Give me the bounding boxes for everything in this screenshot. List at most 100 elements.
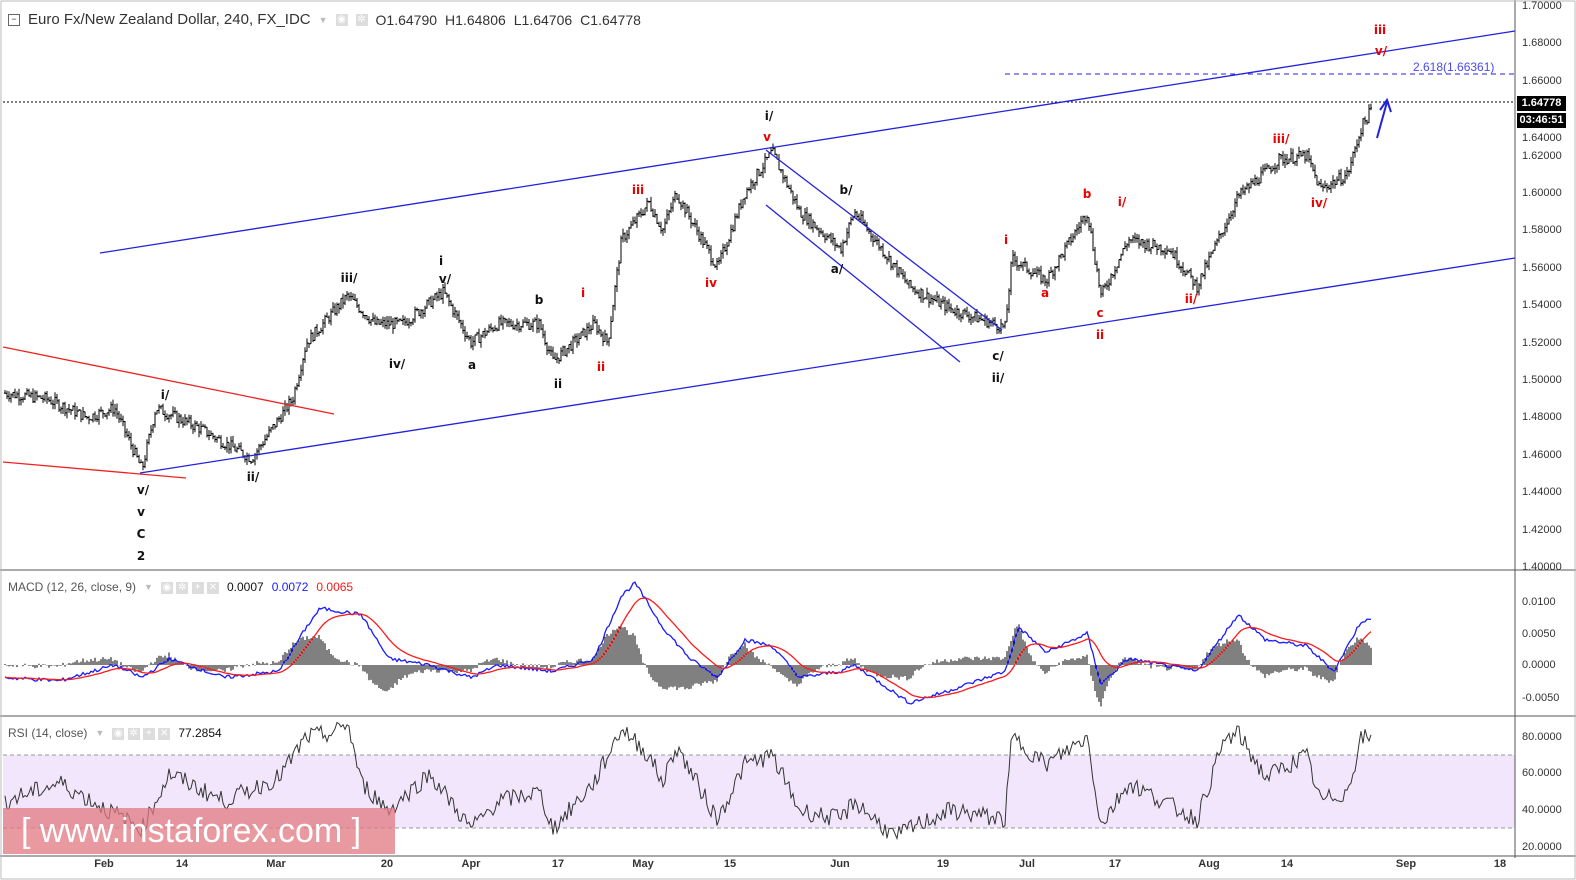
price-bar <box>50 396 52 405</box>
watermark-logo: [ www.instaforex.com ] <box>3 808 395 854</box>
wave-label[interactable]: iii <box>631 183 645 197</box>
wave-label[interactable]: iv/ <box>388 357 406 371</box>
wave-label[interactable]: b <box>534 293 544 307</box>
wave-label[interactable]: v/ <box>136 483 150 497</box>
price-bar <box>38 395 40 398</box>
price-bar <box>228 441 230 454</box>
price-bar <box>962 309 964 320</box>
corrective-channel-upper[interactable] <box>765 149 1003 331</box>
price-bar <box>684 202 686 218</box>
price-bar <box>974 311 976 322</box>
wave-label[interactable]: i/ <box>1117 195 1127 209</box>
price-bar <box>490 323 492 332</box>
price-bar <box>804 208 806 221</box>
wave-label[interactable]: iii/ <box>340 271 358 285</box>
collapse-icon[interactable]: − <box>8 13 20 26</box>
upper-channel-line[interactable] <box>99 30 1516 254</box>
wave-label[interactable]: b/ <box>839 183 853 197</box>
wave-label[interactable]: v <box>137 505 145 519</box>
price-bar <box>282 406 284 422</box>
price-bar <box>568 344 570 354</box>
price-bar <box>500 314 502 326</box>
wave-label[interactable]: ii <box>596 360 606 374</box>
chevron-down-icon[interactable]: ▼ <box>95 727 105 738</box>
arrow-up-icon[interactable] <box>1376 97 1392 139</box>
price-bar <box>826 233 828 241</box>
price-bar <box>1300 150 1302 157</box>
wave-label[interactable]: ii/ <box>1184 292 1198 306</box>
gear-icon[interactable]: ✲ <box>176 582 189 594</box>
wave-label[interactable]: iv <box>705 276 717 290</box>
wave-label[interactable]: i <box>438 254 444 268</box>
price-bar <box>1112 274 1114 278</box>
wave-label[interactable]: i <box>580 286 586 300</box>
wave-label[interactable]: iv/ <box>1310 196 1328 210</box>
wave-label[interactable]: a <box>467 358 477 372</box>
price-bar <box>924 297 926 300</box>
price-bar <box>932 295 934 305</box>
price-bar <box>556 352 558 364</box>
eye-icon[interactable]: ◉ <box>160 582 173 594</box>
price-bar <box>1108 278 1110 291</box>
wave-label[interactable]: c/ <box>992 349 1004 363</box>
price-bar <box>934 294 936 302</box>
wave-label[interactable]: iii <box>1373 23 1387 37</box>
wave-label[interactable]: v/ <box>1374 44 1388 58</box>
wave-label[interactable]: v <box>763 130 771 144</box>
price-bar <box>1136 233 1138 243</box>
wave-label[interactable]: c <box>1096 306 1104 320</box>
plus-icon[interactable]: + <box>142 728 155 740</box>
gear-icon[interactable]: ✲ <box>127 728 140 740</box>
price-bar <box>1074 229 1076 240</box>
symbol-title[interactable]: Euro Fx/New Zealand Dollar, 240, FX_IDC <box>28 11 311 28</box>
corrective-channel-lower[interactable] <box>765 204 961 363</box>
price-bar <box>876 235 878 246</box>
price-bar <box>1306 149 1308 162</box>
price-bar <box>928 292 930 308</box>
wave-label[interactable]: C <box>136 527 146 541</box>
price-bar <box>756 168 758 186</box>
close-icon[interactable]: ✕ <box>158 728 171 740</box>
wave-label[interactable]: i <box>1003 233 1009 247</box>
price-bar <box>376 316 378 326</box>
price-bar <box>1004 320 1006 329</box>
price-bar <box>384 316 386 329</box>
price-bar <box>28 388 30 397</box>
price-bar <box>1212 249 1214 255</box>
wave-label[interactable]: a <box>1040 286 1050 300</box>
price-bar <box>1222 232 1224 238</box>
wave-label[interactable]: iii/ <box>1272 132 1290 146</box>
wave-label[interactable]: 2 <box>136 549 146 563</box>
price-bar <box>930 294 932 305</box>
lower-channel-line[interactable] <box>139 257 1516 474</box>
eye-icon[interactable]: ◉ <box>112 728 125 740</box>
price-bar <box>280 414 282 424</box>
time-tick: 20 <box>380 858 394 870</box>
rsi-title[interactable]: RSI (14, close) <box>8 725 88 740</box>
macd-title[interactable]: MACD (12, 26, close, 9) <box>8 579 137 594</box>
price-bar <box>1292 148 1294 165</box>
red-trendline-upper[interactable] <box>2 346 335 415</box>
wave-label[interactable]: i/ <box>764 109 774 123</box>
price-bar <box>182 416 184 428</box>
wave-label[interactable]: ii <box>1095 328 1105 342</box>
wave-label[interactable]: a/ <box>830 262 844 276</box>
red-trendline-lower[interactable] <box>2 461 187 479</box>
price-bar <box>294 386 296 405</box>
wave-label[interactable]: i/ <box>160 388 170 402</box>
price-bar <box>828 234 830 239</box>
price-bar <box>872 233 874 247</box>
price-bar <box>268 426 270 438</box>
plus-icon[interactable]: + <box>191 582 204 594</box>
wave-label[interactable]: ii/ <box>246 470 260 484</box>
gear-icon[interactable]: ✲ <box>355 13 368 26</box>
wave-label[interactable]: b <box>1082 187 1092 201</box>
chevron-down-icon[interactable]: ▼ <box>318 14 328 25</box>
close-icon[interactable]: ✕ <box>207 582 219 594</box>
chevron-down-icon[interactable]: ▼ <box>144 581 153 592</box>
wave-label[interactable]: ii/ <box>991 371 1005 385</box>
eye-icon[interactable]: ◉ <box>335 13 348 26</box>
wave-label[interactable]: ii <box>553 377 563 391</box>
wave-label[interactable]: v/ <box>438 272 452 286</box>
